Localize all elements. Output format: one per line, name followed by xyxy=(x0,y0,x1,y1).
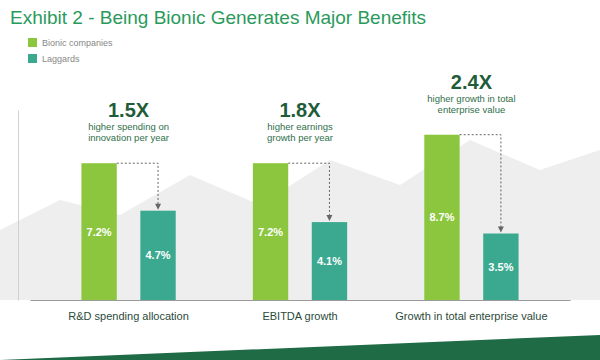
data-label: 8.7% xyxy=(429,211,454,223)
annotation-text: higher earnings xyxy=(267,121,333,132)
bar xyxy=(424,135,459,300)
y-axis-line xyxy=(18,111,19,301)
y-axis xyxy=(18,111,19,301)
x-tick: EBITDA growth xyxy=(262,300,337,322)
annotation-label: 1.5X xyxy=(108,99,150,121)
x-axis-line xyxy=(31,300,571,301)
x-tick-label: EBITDA growth xyxy=(262,310,337,322)
legend-swatch xyxy=(28,54,37,63)
connector-arrow xyxy=(326,215,332,221)
annotation-text: innovation per year xyxy=(88,132,169,143)
bar xyxy=(81,163,116,300)
connector-arrow xyxy=(155,204,161,210)
x-tick-label: R&D spending allocation xyxy=(68,310,188,322)
data-label: 4.7% xyxy=(145,249,170,261)
annotation-text: growth per year xyxy=(267,132,333,143)
connector-arrow xyxy=(498,227,504,233)
x-tick: R&D spending allocation xyxy=(68,300,188,322)
ground-band xyxy=(0,335,600,360)
connectors xyxy=(117,135,504,233)
legend-label: Bionic companies xyxy=(42,38,113,48)
connector xyxy=(288,163,329,218)
bars xyxy=(81,135,518,300)
data-label: 7.2% xyxy=(87,226,112,238)
bar xyxy=(140,211,175,300)
background-hills xyxy=(0,140,600,300)
x-tick: Growth in total enterprise value xyxy=(395,300,547,322)
data-label: 3.5% xyxy=(488,261,513,273)
connector xyxy=(460,135,501,230)
annotation-text: higher spending on xyxy=(88,121,169,132)
annotations: 1.5Xhigher spending oninnovation per yea… xyxy=(88,71,515,144)
legend-label: Laggards xyxy=(42,54,80,64)
data-label: 4.1% xyxy=(317,255,342,267)
legend: Bionic companies Laggards xyxy=(28,38,113,64)
bar xyxy=(312,222,347,300)
annotation-text: higher growth in total xyxy=(427,93,515,104)
data-label: 7.2% xyxy=(258,226,283,238)
x-tick-label: Growth in total enterprise value xyxy=(395,310,547,322)
data-labels: 7.2% 7.2% 8.7% 4.7% 4.1% 3.5% xyxy=(87,211,514,272)
bar xyxy=(253,163,288,300)
annotation-label: 1.8X xyxy=(279,99,321,121)
chart: Exhibit 2 - Being Bionic Generates Major… xyxy=(0,0,600,360)
annotation-label: 2.4X xyxy=(451,71,493,93)
connector xyxy=(117,163,158,207)
legend-swatch xyxy=(28,38,37,47)
title: Exhibit 2 - Being Bionic Generates Major… xyxy=(10,7,426,28)
annotation-text: enterprise value xyxy=(438,104,506,115)
x-axis: R&D spending allocation EBITDA growth Grow… xyxy=(31,300,571,322)
bar xyxy=(483,234,518,301)
